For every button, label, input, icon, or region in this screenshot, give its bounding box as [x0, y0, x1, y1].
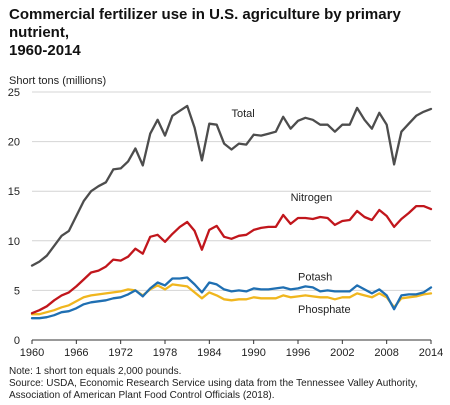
- x-tick-label-1960: 1960: [20, 347, 44, 359]
- series-label-total: Total: [232, 108, 255, 120]
- chart-title: Commercial fertilizer use in U.S. agricu…: [9, 6, 441, 60]
- gridlines: [31, 91, 432, 344]
- x-tick-labels: 1960 1966 1972 1978 1984 1990 1996 2002 2008 2014: [20, 347, 443, 359]
- y-tick-label-5: 5: [14, 285, 20, 297]
- y-tick-label-15: 15: [8, 186, 20, 198]
- series-line-total: [30, 104, 433, 267]
- series-label-nitrogen: Nitrogen: [291, 192, 333, 204]
- series-line-phosphate: [30, 283, 433, 316]
- series-line-nitrogen: [30, 204, 433, 315]
- y-tick-label-10: 10: [8, 236, 20, 248]
- y-tick-label-25: 25: [8, 87, 20, 99]
- x-tick-label-1984: 1984: [197, 347, 221, 359]
- chart-footer: Note: 1 short ton equals 2,000 pounds. S…: [9, 366, 445, 402]
- x-tick-label-2002: 2002: [330, 347, 354, 359]
- chart-title-line-1: Commercial fertilizer use in U.S. agricu…: [9, 6, 401, 41]
- y-tick-label-0: 0: [14, 335, 20, 347]
- x-tick-label-1978: 1978: [153, 347, 177, 359]
- y-tick-labels: 0 5 10 15 20 25: [8, 87, 20, 347]
- x-tick-label-2008: 2008: [374, 347, 398, 359]
- series-label-phosphate: Phosphate: [298, 304, 351, 316]
- series-line-potash: [30, 276, 433, 320]
- y-axis-label: Short tons (millions): [9, 75, 106, 87]
- footnote: Note: 1 short ton equals 2,000 pounds.: [9, 366, 182, 377]
- series-lines: [30, 104, 433, 320]
- x-tick-label-1966: 1966: [64, 347, 88, 359]
- x-tick-label-1972: 1972: [108, 347, 132, 359]
- chart-title-line-2: 1960-2014: [9, 42, 81, 59]
- x-tick-label-1996: 1996: [286, 347, 310, 359]
- source-note: Source: USDA, Economic Research Service …: [9, 378, 418, 401]
- series-labels: Phosphate Potash Nitrogen Total: [232, 108, 351, 316]
- x-tick-label-2014: 2014: [419, 347, 443, 359]
- series-label-potash: Potash: [298, 271, 332, 283]
- x-tick-label-1990: 1990: [241, 347, 265, 359]
- y-tick-label-20: 20: [8, 137, 20, 149]
